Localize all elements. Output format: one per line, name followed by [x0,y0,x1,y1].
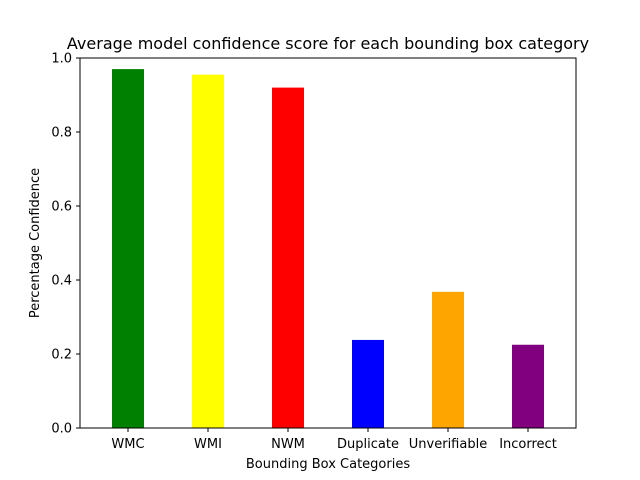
y-axis: 0.0 0.2 0.4 0.6 0.8 1.0 [51,52,80,437]
bar-duplicate [352,339,384,428]
y-tick-label: 0.0 [51,422,72,437]
y-tick-label: 1.0 [51,52,72,67]
chart-title: Average model confidence score for each … [67,34,589,53]
x-tick-label: WMI [194,437,222,452]
y-tick-label: 0.4 [51,274,72,289]
bar-nwm [272,87,304,428]
bar-unverifiable [432,291,464,428]
bars-group [112,69,544,429]
y-tick-label: 0.2 [51,348,72,363]
y-tick-label: 0.6 [51,200,72,215]
y-tick-label: 0.8 [51,126,72,141]
x-axis: WMC WMI NWM Duplicate Unverifiable Incorrect [111,428,557,452]
y-axis-label: Percentage Confidence [28,168,43,318]
x-tick-label: Unverifiable [409,437,487,452]
x-tick-label: NWM [271,437,305,452]
x-tick-label: Duplicate [337,437,399,452]
x-tick-label: WMC [111,437,144,452]
x-tick-label: Incorrect [499,437,557,452]
plot-frame [79,57,577,429]
bar-wmc [112,69,144,428]
bar-wmi [192,74,224,429]
x-axis-label: Bounding Box Categories [246,457,410,472]
bar-incorrect [512,344,544,428]
